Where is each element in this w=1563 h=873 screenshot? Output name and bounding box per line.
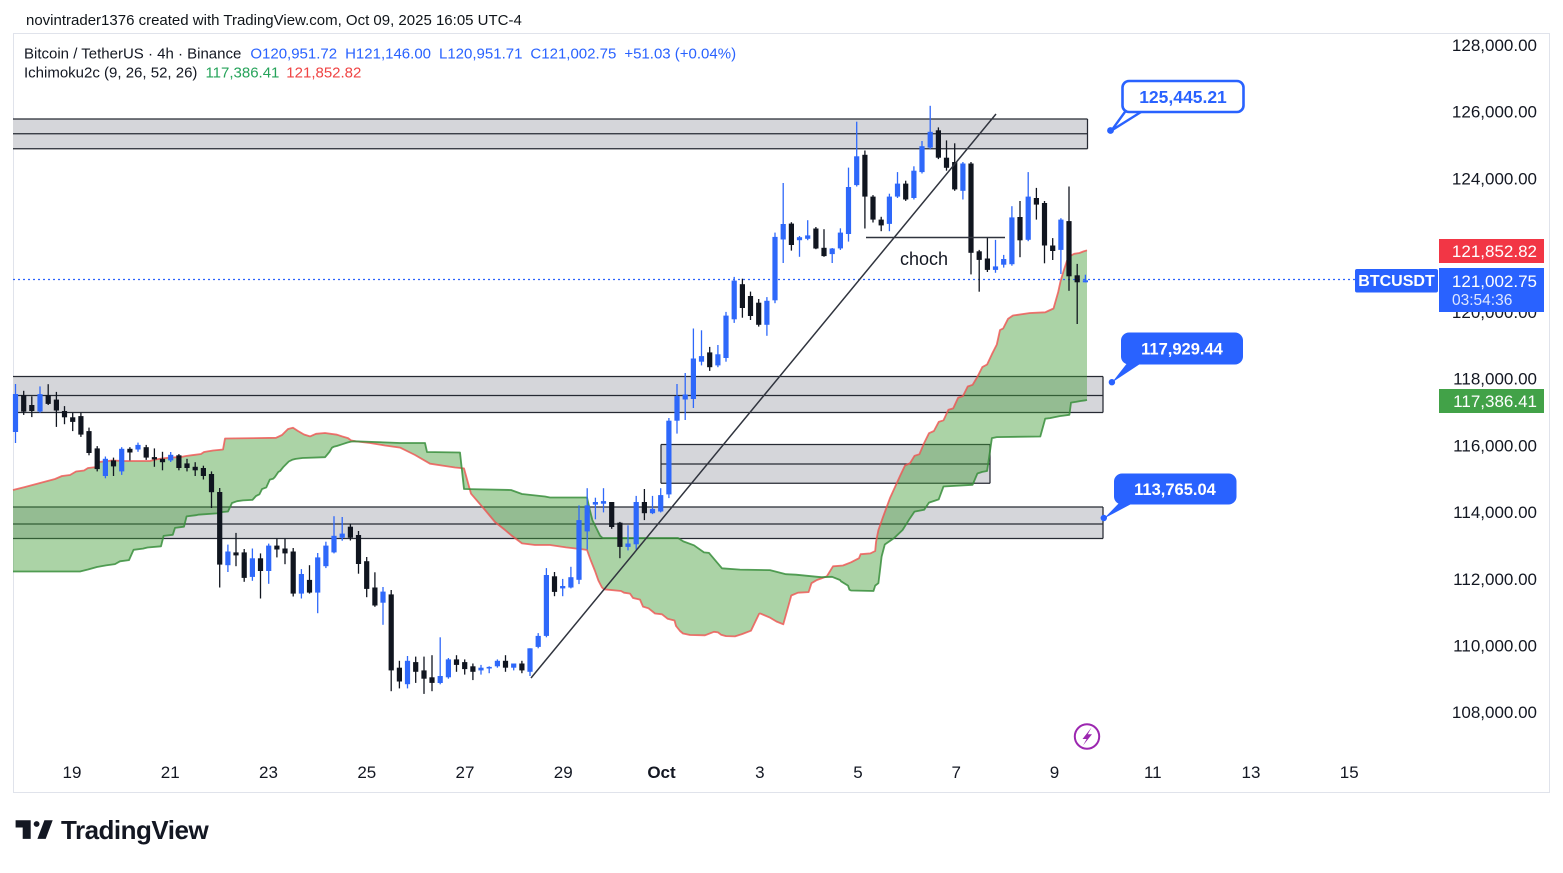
svg-text:23: 23 xyxy=(259,763,278,782)
svg-text:108,000.00: 108,000.00 xyxy=(1452,703,1537,722)
svg-text:5: 5 xyxy=(853,763,862,782)
svg-text:116,000.00: 116,000.00 xyxy=(1453,436,1537,455)
svg-text:21: 21 xyxy=(161,763,180,782)
svg-text:Oct: Oct xyxy=(647,763,676,782)
svg-text:Ichimoku2c (9, 26, 52, 26)117,: Ichimoku2c (9, 26, 52, 26) 117,386.41 121,… xyxy=(24,65,361,82)
svg-text:125,445.21: 125,445.21 xyxy=(1139,87,1227,107)
svg-text:117,386.41: 117,386.41 xyxy=(1453,392,1537,411)
svg-text:Bitcoin / TetherUS · 4h · Bina: Bitcoin / TetherUS · 4h · Binance O120,95… xyxy=(24,46,736,63)
svg-text:124,000.00: 124,000.00 xyxy=(1452,169,1537,188)
svg-text:BTCUSDT: BTCUSDT xyxy=(1358,273,1435,290)
svg-text:3: 3 xyxy=(755,763,764,782)
svg-text:7: 7 xyxy=(951,763,960,782)
svg-text:118,000.00: 118,000.00 xyxy=(1453,370,1537,389)
svg-text:19: 19 xyxy=(63,763,82,782)
svg-text:29: 29 xyxy=(554,763,573,782)
svg-text:choch: choch xyxy=(900,249,948,269)
svg-text:117,929.44: 117,929.44 xyxy=(1141,341,1223,359)
svg-text:128,000.00: 128,000.00 xyxy=(1452,36,1537,55)
svg-text:121,002.75: 121,002.75 xyxy=(1452,272,1537,291)
svg-text:114,000.00: 114,000.00 xyxy=(1453,503,1537,522)
svg-text:25: 25 xyxy=(357,763,376,782)
svg-text:15: 15 xyxy=(1340,763,1359,782)
svg-text:13: 13 xyxy=(1242,763,1261,782)
svg-text:TradingView: TradingView xyxy=(61,815,209,845)
svg-text:110,000.00: 110,000.00 xyxy=(1453,637,1537,656)
svg-text:27: 27 xyxy=(456,763,475,782)
svg-text:126,000.00: 126,000.00 xyxy=(1452,103,1537,122)
svg-text:121,852.82: 121,852.82 xyxy=(1452,242,1537,261)
svg-text:112,000.00: 112,000.00 xyxy=(1453,570,1537,589)
svg-text:novintrader1376 created with T: novintrader1376 created with TradingView… xyxy=(26,12,522,29)
svg-text:9: 9 xyxy=(1050,763,1059,782)
svg-text:113,765.04: 113,765.04 xyxy=(1134,481,1216,499)
svg-text:03:54:36: 03:54:36 xyxy=(1452,292,1512,309)
svg-text:11: 11 xyxy=(1144,763,1162,782)
